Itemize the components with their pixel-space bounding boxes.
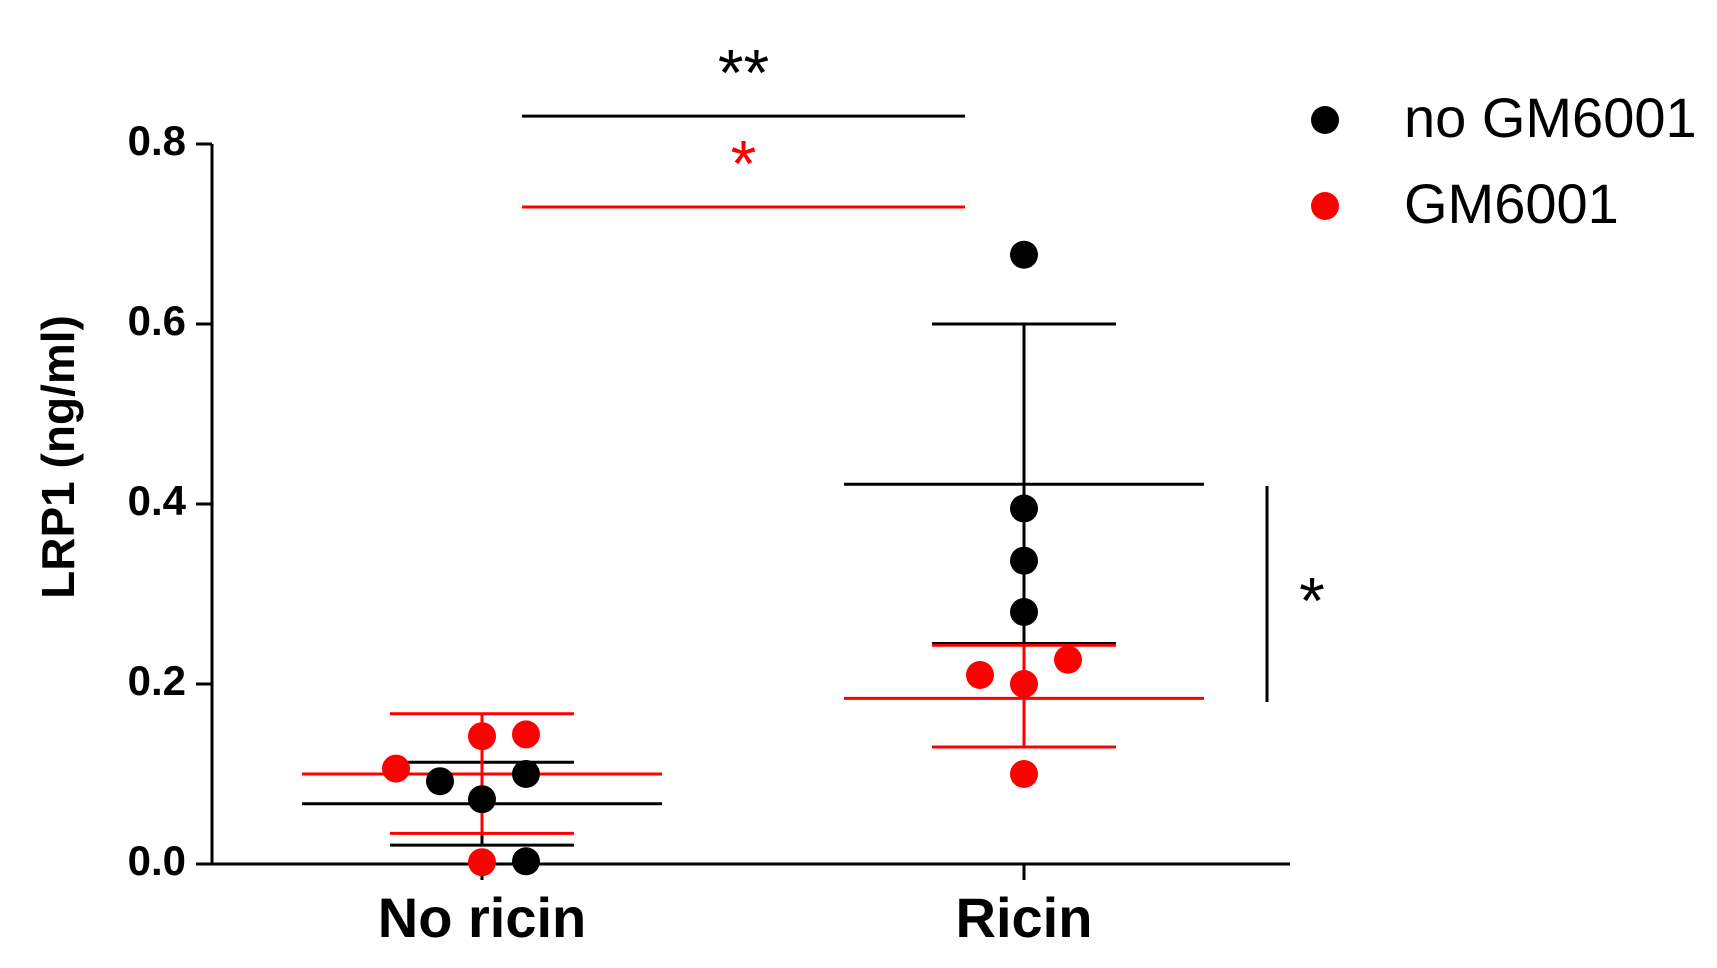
data-point-no-gm6001 bbox=[1010, 546, 1038, 575]
data-point-no-gm6001 bbox=[1010, 494, 1038, 523]
x-category-label: No ricin bbox=[378, 886, 586, 949]
y-axis-title: LRP1 (ng/ml) bbox=[32, 315, 84, 599]
legend-swatch bbox=[1311, 106, 1339, 134]
data-point-gm6001 bbox=[512, 720, 540, 749]
x-category-labels: No ricin Ricin bbox=[378, 864, 1093, 949]
data-point-gm6001 bbox=[1010, 760, 1038, 788]
data-point-no-gm6001 bbox=[512, 760, 540, 788]
y-tick-label: 0.8 bbox=[128, 117, 186, 164]
y-tick-label: 0.2 bbox=[128, 657, 186, 704]
y-tick-label: 0.4 bbox=[128, 477, 187, 524]
significance-marker: * bbox=[731, 126, 757, 200]
data-point-gm6001 bbox=[468, 848, 496, 877]
data-point-gm6001 bbox=[966, 661, 994, 689]
significance-annotations: **** bbox=[522, 36, 1325, 702]
data-point-gm6001 bbox=[1054, 645, 1082, 674]
legend: no GM6001 GM6001 bbox=[1311, 86, 1697, 235]
data-point-no-gm6001 bbox=[1010, 598, 1038, 626]
legend-label: GM6001 bbox=[1404, 172, 1619, 235]
data-points bbox=[382, 240, 1082, 877]
significance-marker: * bbox=[1299, 563, 1325, 637]
significance-marker: ** bbox=[718, 36, 769, 110]
y-ticks: 0.0 0.2 0.4 0.6 0.8 bbox=[128, 117, 212, 884]
x-category-label: Ricin bbox=[956, 886, 1093, 949]
y-axis-title-group: LRP1 (ng/ml) bbox=[32, 315, 84, 599]
error-bars bbox=[302, 322, 1204, 847]
legend-swatch bbox=[1311, 192, 1339, 220]
data-point-gm6001 bbox=[468, 722, 496, 751]
y-tick-label: 0.6 bbox=[128, 297, 186, 344]
data-point-gm6001 bbox=[1010, 670, 1038, 698]
legend-label: no GM6001 bbox=[1404, 86, 1697, 149]
data-point-gm6001 bbox=[382, 754, 410, 783]
y-tick-label: 0.0 bbox=[128, 837, 186, 884]
data-point-no-gm6001 bbox=[426, 767, 454, 796]
data-point-no-gm6001 bbox=[512, 847, 540, 876]
data-point-no-gm6001 bbox=[1010, 240, 1038, 269]
data-point-no-gm6001 bbox=[468, 785, 496, 814]
